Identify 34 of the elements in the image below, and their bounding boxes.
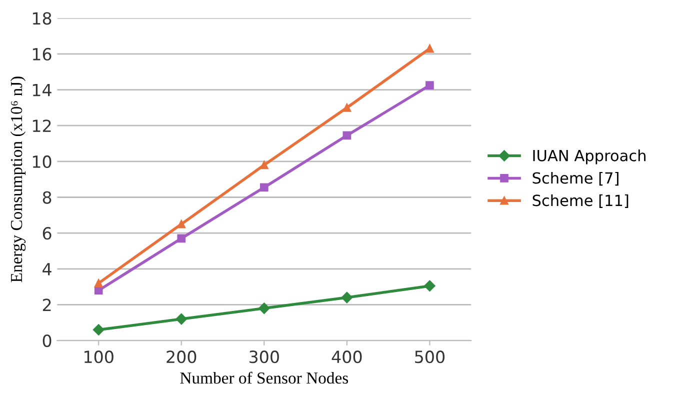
y-tick-label: 2 [42,298,51,312]
y-axis-title: Energy Consumption (x10⁶ nJ) [10,76,26,282]
point [424,280,436,292]
y-tick-label: 12 [32,120,51,132]
point [426,81,434,90]
point [342,104,352,112]
y-tick-label: 4 [42,263,52,276]
point [260,160,268,170]
point [92,324,104,336]
point [177,234,186,243]
point [258,302,270,314]
y-tick-label: 14 [32,84,52,96]
point [176,313,187,325]
x-tick-label: 300 [250,350,279,364]
point [94,279,103,288]
x-tick-label: 400 [332,350,362,364]
point [177,220,186,228]
x-axis-title: Number of Sensor Nodes [180,372,348,384]
y-tick-label: 0 [42,334,52,348]
point [341,292,353,304]
legend-label: Scheme [11] [532,194,628,208]
point [426,44,434,53]
y-tick-label: 10 [32,155,52,168]
point [260,183,268,192]
legend-label: IUAN Approach [533,150,646,164]
y-tick-label: 18 [32,12,52,25]
x-tick-label: 100 [84,350,114,364]
x-tick-label: 200 [166,350,196,364]
y-tick-label: 16 [32,48,52,61]
y-tick-label: 6 [42,227,52,240]
point [342,131,352,140]
legend-label: Scheme [7] [532,172,618,186]
y-tick-label: 8 [42,191,52,204]
x-tick-label: 500 [415,350,445,364]
